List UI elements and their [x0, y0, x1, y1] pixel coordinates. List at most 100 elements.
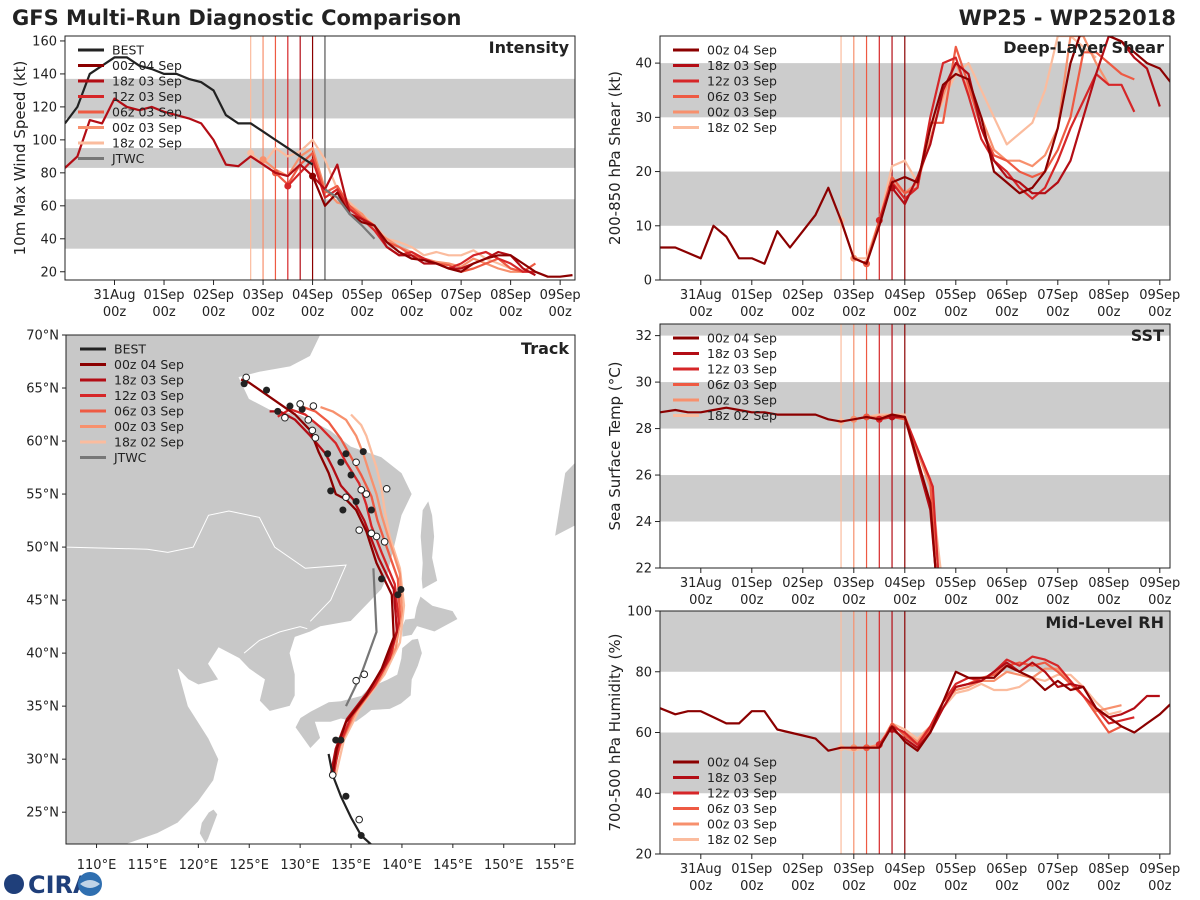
- rh-xtick-day-1: 01Sep: [731, 862, 772, 877]
- sst-xtick-day-9: 09Sep: [1139, 576, 1180, 591]
- track-lat-label-3: 40°N: [26, 647, 59, 662]
- shear-ytick-label-2: 20: [635, 165, 652, 180]
- intensity-xtick-hour-2: 00z: [202, 305, 226, 320]
- shear-xtick-day-8: 08Sep: [1088, 288, 1129, 303]
- rh-xtick-hour-4: 00z: [893, 879, 917, 894]
- track-lon-label-4: 130°E: [280, 858, 320, 873]
- asia-mainland: [66, 335, 413, 844]
- track-halfday-marker-2: [352, 676, 360, 685]
- intensity-band-0: [65, 199, 575, 249]
- sst-ytick-label-1: 24: [635, 515, 652, 530]
- rh-xtick-day-9: 09Sep: [1139, 862, 1180, 877]
- intensity-ylabel: 10m Max Wind Speed (kt): [11, 61, 29, 256]
- intensity-xtick-hour-5: 00z: [350, 305, 374, 320]
- shear-legend-label-1: 18z 03 Sep: [707, 58, 777, 73]
- rh-xtick-day-8: 08Sep: [1088, 862, 1129, 877]
- sst-xtick-hour-4: 00z: [893, 593, 917, 608]
- sst-xtick-hour-1: 00z: [740, 593, 764, 608]
- sst-xtick-day-1: 01Sep: [731, 576, 772, 591]
- track-jtwc-line: [345, 568, 378, 707]
- sst-ytick-label-2: 26: [635, 469, 652, 484]
- sst-ytick-label-4: 30: [635, 376, 652, 391]
- track-halfday-marker-6: [367, 529, 376, 538]
- track-halfday-marker-19: [242, 373, 250, 382]
- shear-ytick-label-1: 10: [635, 219, 652, 234]
- track-day-marker-6: [378, 575, 386, 583]
- intensity-series-0-init-marker: [309, 172, 317, 180]
- intensity-panel: 20 40 60 80 100 120 140 160 31Aug 00z 01Sep 00z 02Se…: [11, 34, 581, 320]
- logo-wave-icon: [80, 880, 100, 888]
- track-halfday-marker-10: [357, 486, 366, 494]
- rh-legend-label-1: 18z 03 Sep: [707, 770, 777, 785]
- rh-xtick-hour-6: 00z: [995, 879, 1019, 894]
- track-halfday-marker-13: [311, 434, 320, 442]
- sst-ytick-label-5: 32: [635, 329, 652, 344]
- sst-xtick-hour-7: 00z: [1046, 593, 1070, 608]
- shear-xtick-day-6: 06Sep: [986, 288, 1027, 303]
- shear-ytick-label-4: 40: [635, 57, 652, 72]
- track-day-marker-0: [357, 832, 365, 840]
- rh-xtick-hour-5: 00z: [944, 879, 968, 894]
- intensity-ytick-label-7: 160: [32, 34, 57, 49]
- track-halfday-marker-11: [382, 484, 391, 493]
- rh-xtick-day-3: 03Sep: [833, 862, 874, 877]
- rh-xtick-day-6: 06Sep: [986, 862, 1027, 877]
- track-day-marker-1: [342, 792, 350, 800]
- track-legend-label-7: JTWC: [113, 450, 147, 465]
- rh-ytick-label-3: 80: [635, 665, 652, 680]
- track-day-marker-5: [397, 586, 405, 593]
- shear-xtick-day-3: 03Sep: [833, 288, 874, 303]
- track-lon-label-1: 115°E: [128, 858, 168, 873]
- sst-xtick-day-8: 08Sep: [1088, 576, 1129, 591]
- sst-legend-label-0: 00z 04 Sep: [707, 331, 777, 346]
- track-title: Track: [521, 339, 569, 358]
- rh-xtick-day-0: 31Aug: [680, 862, 722, 877]
- shear-xtick-day-2: 02Sep: [782, 288, 823, 303]
- intensity-xtick-day-2: 02Sep: [193, 288, 234, 303]
- sst-ytick-label-0: 22: [635, 562, 652, 577]
- sst-band-2: [660, 324, 1170, 336]
- rh-series-0: [660, 664, 1170, 752]
- track-lon-label-2: 120°E: [179, 858, 219, 873]
- rh-plot-area: [660, 611, 1170, 854]
- intensity-xtick-day-8: 08Sep: [490, 288, 531, 303]
- intensity-best-line: [65, 56, 314, 166]
- intensity-xtick-hour-0: 00z: [103, 305, 127, 320]
- track-legend-label-1: 00z 04 Sep: [114, 357, 184, 372]
- intensity-xtick-day-4: 04Sep: [292, 288, 333, 303]
- intensity-xtick-day-9: 09Sep: [540, 288, 581, 303]
- track-day-marker-17: [274, 407, 282, 415]
- sst-xtick-hour-9: 00z: [1148, 593, 1172, 608]
- intensity-xtick-hour-6: 00z: [400, 305, 424, 320]
- sst-legend-label-3: 06z 03 Sep: [707, 377, 777, 392]
- intensity-xtick-hour-3: 00z: [251, 305, 275, 320]
- rh-xtick-hour-9: 00z: [1148, 879, 1172, 894]
- track-lat-label-6: 55°N: [26, 488, 59, 503]
- track-day-marker-3: [337, 736, 345, 744]
- track-lat-label-0: 25°N: [26, 806, 59, 821]
- track-lat-label-5: 50°N: [26, 541, 59, 556]
- sst-xtick-day-2: 02Sep: [782, 576, 823, 591]
- intensity-series-1: [65, 97, 536, 277]
- track-day-marker-14: [342, 450, 350, 458]
- track-day-marker-13: [324, 450, 332, 458]
- intensity-legend-label-6: 18z 02 Sep: [112, 136, 182, 151]
- intensity-xtick-hour-1: 00z: [152, 305, 176, 320]
- sst-title: SST: [1131, 326, 1164, 345]
- track-halfday-marker-12: [352, 458, 360, 467]
- rh-legend-label-4: 00z 03 Sep: [707, 817, 777, 832]
- track-legend-label-0: BEST: [114, 342, 146, 357]
- track-day-marker-7: [339, 506, 347, 514]
- rh-xtick-hour-3: 00z: [842, 879, 866, 894]
- logo-globe-icon: [4, 874, 24, 894]
- track-legend-label-4: 06z 03 Sep: [114, 404, 184, 419]
- track-halfday-marker-0: [355, 815, 363, 824]
- china-korea-border: [243, 626, 308, 654]
- shear-xtick-hour-5: 00z: [944, 305, 968, 320]
- shear-legend-label-2: 12z 03 Sep: [707, 74, 777, 89]
- rh-legend-label-3: 06z 03 Sep: [707, 801, 777, 816]
- intensity-ytick-label-2: 60: [40, 199, 57, 214]
